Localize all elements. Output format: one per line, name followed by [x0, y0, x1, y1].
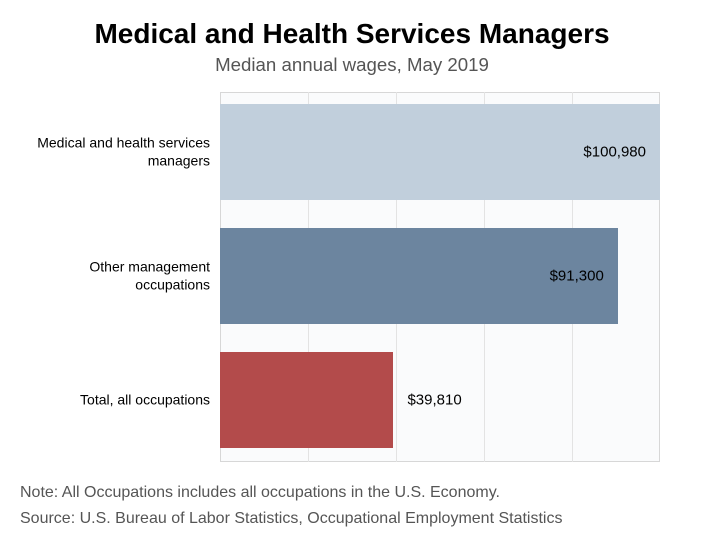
bar-value: $100,980 [583, 144, 646, 161]
footnotes: Note: All Occupations includes all occup… [20, 480, 684, 531]
bar-label: Total, all occupations [20, 391, 220, 409]
bar-value: $39,810 [407, 392, 461, 409]
bar: Total, all occupations [220, 352, 393, 448]
chart-title: Medical and Health Services Managers [0, 18, 704, 50]
note-text: Note: All Occupations includes all occup… [20, 480, 684, 506]
chart-canvas: Medical and Health Services Managers Med… [0, 0, 704, 550]
bar-label: Other management occupations [20, 259, 220, 294]
plot-area: Medical and health services managers$100… [220, 92, 660, 462]
bar-label: Medical and health services managers [20, 135, 220, 170]
chart-subtitle: Median annual wages, May 2019 [0, 54, 704, 76]
source-text: Source: U.S. Bureau of Labor Statistics,… [20, 506, 684, 532]
bar-value: $91,300 [550, 268, 604, 285]
